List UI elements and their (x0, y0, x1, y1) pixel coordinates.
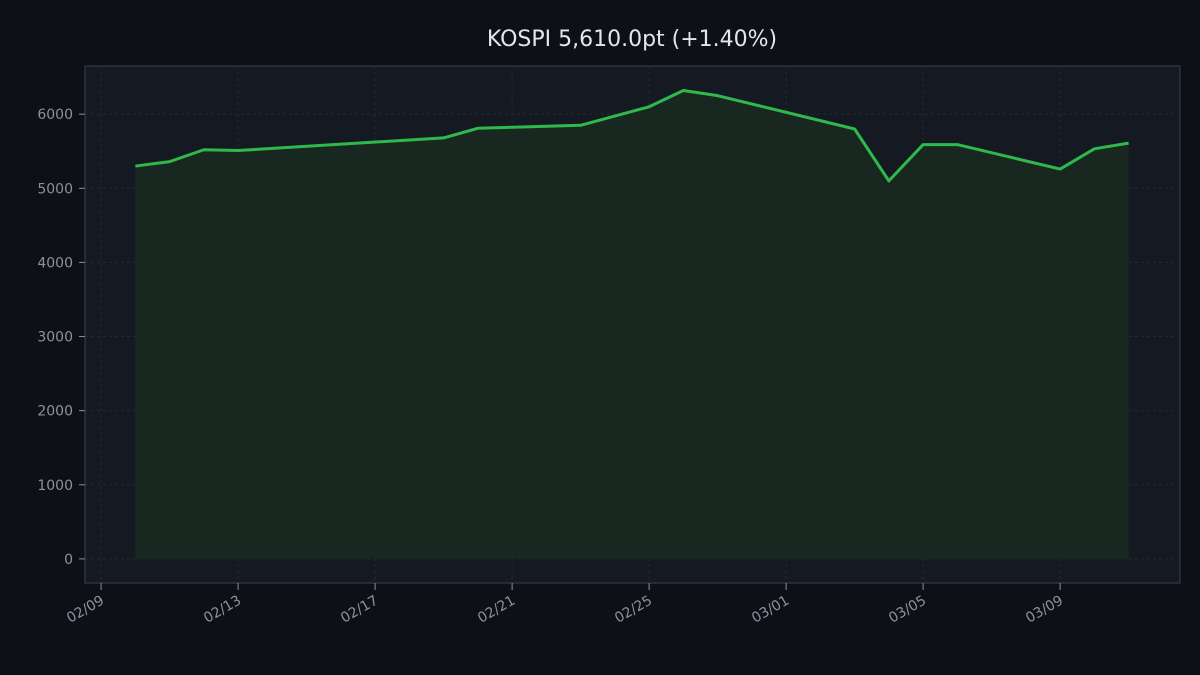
y-tick-label: 4000 (37, 255, 73, 271)
series-kospi (135, 88, 1129, 559)
series-line (135, 88, 1129, 183)
y-tick-label: 2000 (37, 404, 73, 420)
y-tick-label: 1000 (37, 478, 73, 494)
y-tick-label: 6000 (37, 107, 73, 123)
area-fill (135, 90, 1129, 559)
y-tick-label: 3000 (37, 330, 73, 346)
chart-title: KOSPI 5,610.0pt (+1.40%) (487, 27, 777, 52)
y-axis: 0 1000 2000 3000 4000 5000 6000 (37, 107, 85, 568)
y-tick-label: 5000 (37, 181, 73, 197)
y-tick-label: 0 (64, 552, 73, 568)
